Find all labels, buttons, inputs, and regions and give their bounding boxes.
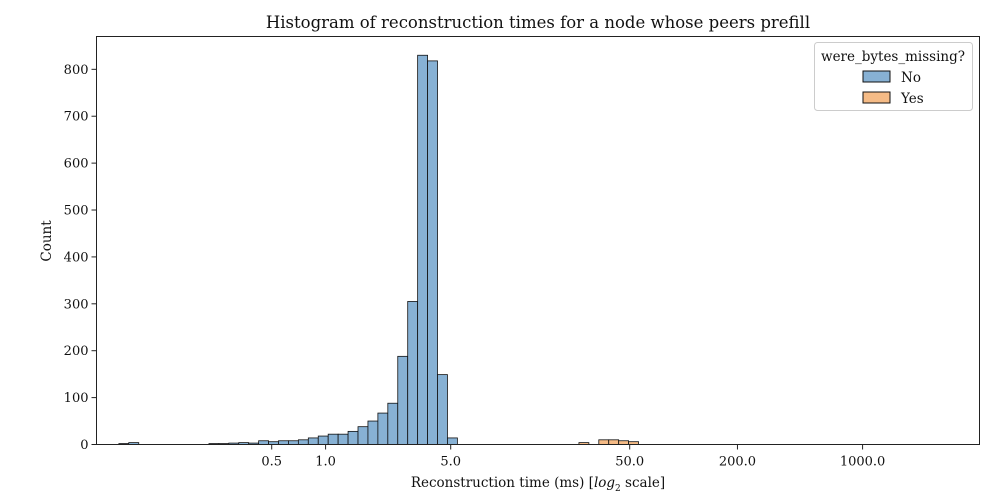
histogram-bar-no-7 — [258, 440, 269, 445]
histogram-bar-yes-1 — [598, 439, 610, 445]
histogram-bar-yes-3 — [618, 440, 629, 445]
histogram-bar-no-22 — [407, 301, 419, 445]
histogram-bar-no-18 — [367, 420, 379, 445]
x-axis-label: Reconstruction time (ms) [log2 scale] — [411, 475, 665, 494]
x-axis-label-prefix: Reconstruction time (ms) [ — [411, 475, 594, 491]
y-tick-label: 200 — [64, 344, 89, 359]
x-tick-label: 5.0 — [440, 455, 461, 470]
x-axis-label-suffix: scale] — [621, 475, 665, 491]
x-tick-label: 50.0 — [615, 455, 644, 470]
legend-swatch-yes — [862, 91, 891, 104]
legend-swatch-no — [862, 70, 891, 83]
x-axis-label-log: log — [594, 475, 615, 491]
histogram-bar-no-16 — [347, 430, 359, 445]
x-tick-label: 1.0 — [315, 455, 336, 470]
y-tick-label: 500 — [64, 204, 89, 219]
chart-title: Histogram of reconstruction times for a … — [266, 13, 810, 32]
y-tick-label: 400 — [64, 250, 89, 265]
histogram-bar-no-19 — [377, 412, 389, 445]
histogram-bars — [118, 54, 639, 445]
x-axis-label-subscript: 2 — [615, 484, 621, 494]
histogram-bar-no-21 — [397, 355, 409, 445]
histogram-bar-no-11 — [297, 439, 309, 445]
legend-label-yes: Yes — [900, 91, 924, 107]
y-tick-label: 700 — [64, 110, 89, 125]
histogram-bar-no-13 — [317, 435, 329, 445]
legend-title: were_bytes_missing? — [821, 49, 965, 65]
histogram-bar-no-26 — [447, 437, 458, 445]
x-tick-label: 0.5 — [261, 455, 282, 470]
histogram-bar-yes-2 — [608, 439, 620, 445]
histogram-bar-no-25 — [437, 374, 448, 445]
x-tick-label: 200.0 — [719, 455, 756, 470]
histogram-bar-no-17 — [357, 426, 369, 445]
histogram-bar-no-14 — [327, 433, 339, 445]
histogram-bar-no-9 — [278, 440, 289, 445]
y-tick-label: 300 — [64, 297, 89, 312]
y-tick-label: 0 — [80, 438, 88, 453]
histogram-bar-no-23 — [417, 54, 428, 445]
y-tick-label: 100 — [64, 391, 89, 406]
y-axis-ticks: 0 100 200 300 400 500 600 700 800 — [64, 63, 97, 453]
x-tick-label: 1000.0 — [840, 455, 886, 470]
x-axis-ticks: 0.5 1.0 5.0 50.0 200.0 1000.0 — [261, 444, 886, 470]
plot-frame — [96, 36, 980, 445]
histogram-bar-no-10 — [288, 440, 299, 445]
histogram-bar-no-15 — [337, 433, 349, 445]
legend: were_bytes_missing? No Yes — [814, 42, 973, 111]
legend-box — [814, 42, 973, 111]
legend-label-no: No — [901, 70, 921, 86]
histogram-bar-no-12 — [307, 437, 319, 445]
histogram-bar-no-24 — [427, 60, 438, 445]
y-axis-label: Count — [39, 220, 55, 262]
y-tick-label: 600 — [64, 157, 89, 172]
histogram-bar-no-20 — [387, 402, 399, 445]
y-tick-label: 800 — [64, 63, 89, 78]
